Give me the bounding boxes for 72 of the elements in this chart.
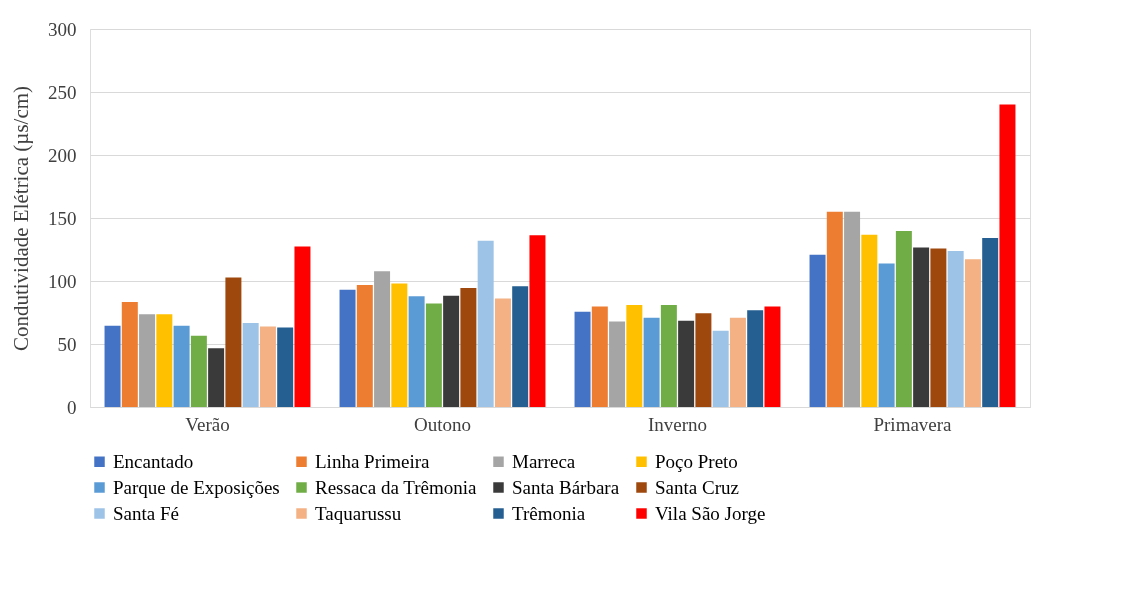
bar: [190, 335, 207, 407]
bar: [844, 211, 861, 407]
bar: [895, 230, 912, 407]
legend-label: Trêmonia: [512, 502, 586, 524]
bar: [356, 285, 373, 407]
bar: [277, 327, 294, 407]
x-tick-label: Verão: [185, 413, 230, 435]
legend-label: Marreca: [512, 450, 576, 472]
bar: [529, 235, 546, 407]
bar: [173, 325, 190, 407]
y-axis-title: Condutividade Elétrica (µs/cm): [9, 85, 33, 352]
bar: [999, 104, 1016, 407]
bar: [678, 320, 695, 407]
bar: [861, 234, 878, 407]
legend-label: Poço Preto: [655, 450, 738, 472]
bar: [826, 211, 843, 407]
bar: [425, 303, 442, 407]
bar: [695, 313, 712, 407]
legend-label: Santa Bárbara: [512, 476, 620, 498]
bar: [156, 314, 173, 407]
bar: [242, 323, 259, 407]
bar: [660, 305, 677, 407]
y-tick-label: 300: [48, 18, 77, 40]
bar: [460, 288, 477, 407]
legend-label: Parque de Exposições: [113, 476, 280, 498]
bar: [712, 330, 729, 407]
bar: [609, 321, 626, 407]
bar: [294, 246, 311, 407]
bar: [764, 306, 781, 407]
bar: [339, 289, 356, 407]
bar: [477, 240, 494, 407]
bar: [913, 247, 930, 407]
bar: [626, 305, 643, 407]
legend-label: Encantado: [113, 450, 194, 472]
bar: [443, 295, 460, 407]
legend-label: Santa Cruz: [655, 476, 739, 498]
bar: [809, 254, 826, 407]
bar: [930, 248, 947, 407]
bar: [643, 317, 660, 407]
legend-label: Ressaca da Trêmonia: [315, 476, 478, 498]
bar: [574, 311, 591, 407]
bar: [747, 310, 764, 407]
bar: [121, 302, 138, 407]
bar: [878, 263, 895, 407]
legend-label: Santa Fé: [113, 502, 179, 524]
bar: [391, 283, 408, 407]
legend-label: Linha Primeira: [315, 450, 431, 472]
x-tick-label: Primavera: [873, 413, 953, 435]
y-tick-label: 150: [48, 207, 77, 229]
y-tick-label: 250: [48, 81, 77, 103]
bar: [408, 296, 425, 407]
bar: [225, 277, 242, 407]
bar: [104, 325, 121, 407]
bar: [729, 317, 746, 407]
y-tick-label: 0: [67, 396, 77, 418]
bar: [494, 298, 511, 407]
bar: [947, 251, 964, 407]
bar: [259, 326, 276, 407]
y-tick-label: 50: [57, 333, 77, 355]
bar: [374, 271, 391, 407]
y-tick-label: 200: [48, 144, 77, 166]
bar: [139, 314, 156, 407]
x-tick-label: Outono: [414, 413, 471, 435]
bar: [208, 348, 225, 407]
legend-label: Vila São Jorge: [655, 502, 766, 524]
bar: [512, 286, 529, 407]
bar: [982, 238, 999, 407]
legend-label: Taquarussu: [315, 502, 402, 524]
y-tick-label: 100: [48, 270, 77, 292]
x-tick-label: Inverno: [647, 413, 708, 435]
bar: [591, 306, 608, 407]
bar: [964, 259, 981, 407]
